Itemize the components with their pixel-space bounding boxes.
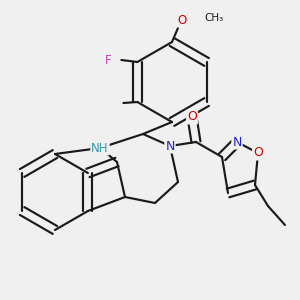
Text: NH: NH [91,142,109,154]
Text: CH₃: CH₃ [204,13,223,23]
Text: O: O [187,110,197,124]
Text: O: O [177,14,187,26]
Text: O: O [253,146,263,160]
Text: N: N [232,136,242,148]
Text: N: N [165,140,175,152]
Text: F: F [105,53,112,67]
